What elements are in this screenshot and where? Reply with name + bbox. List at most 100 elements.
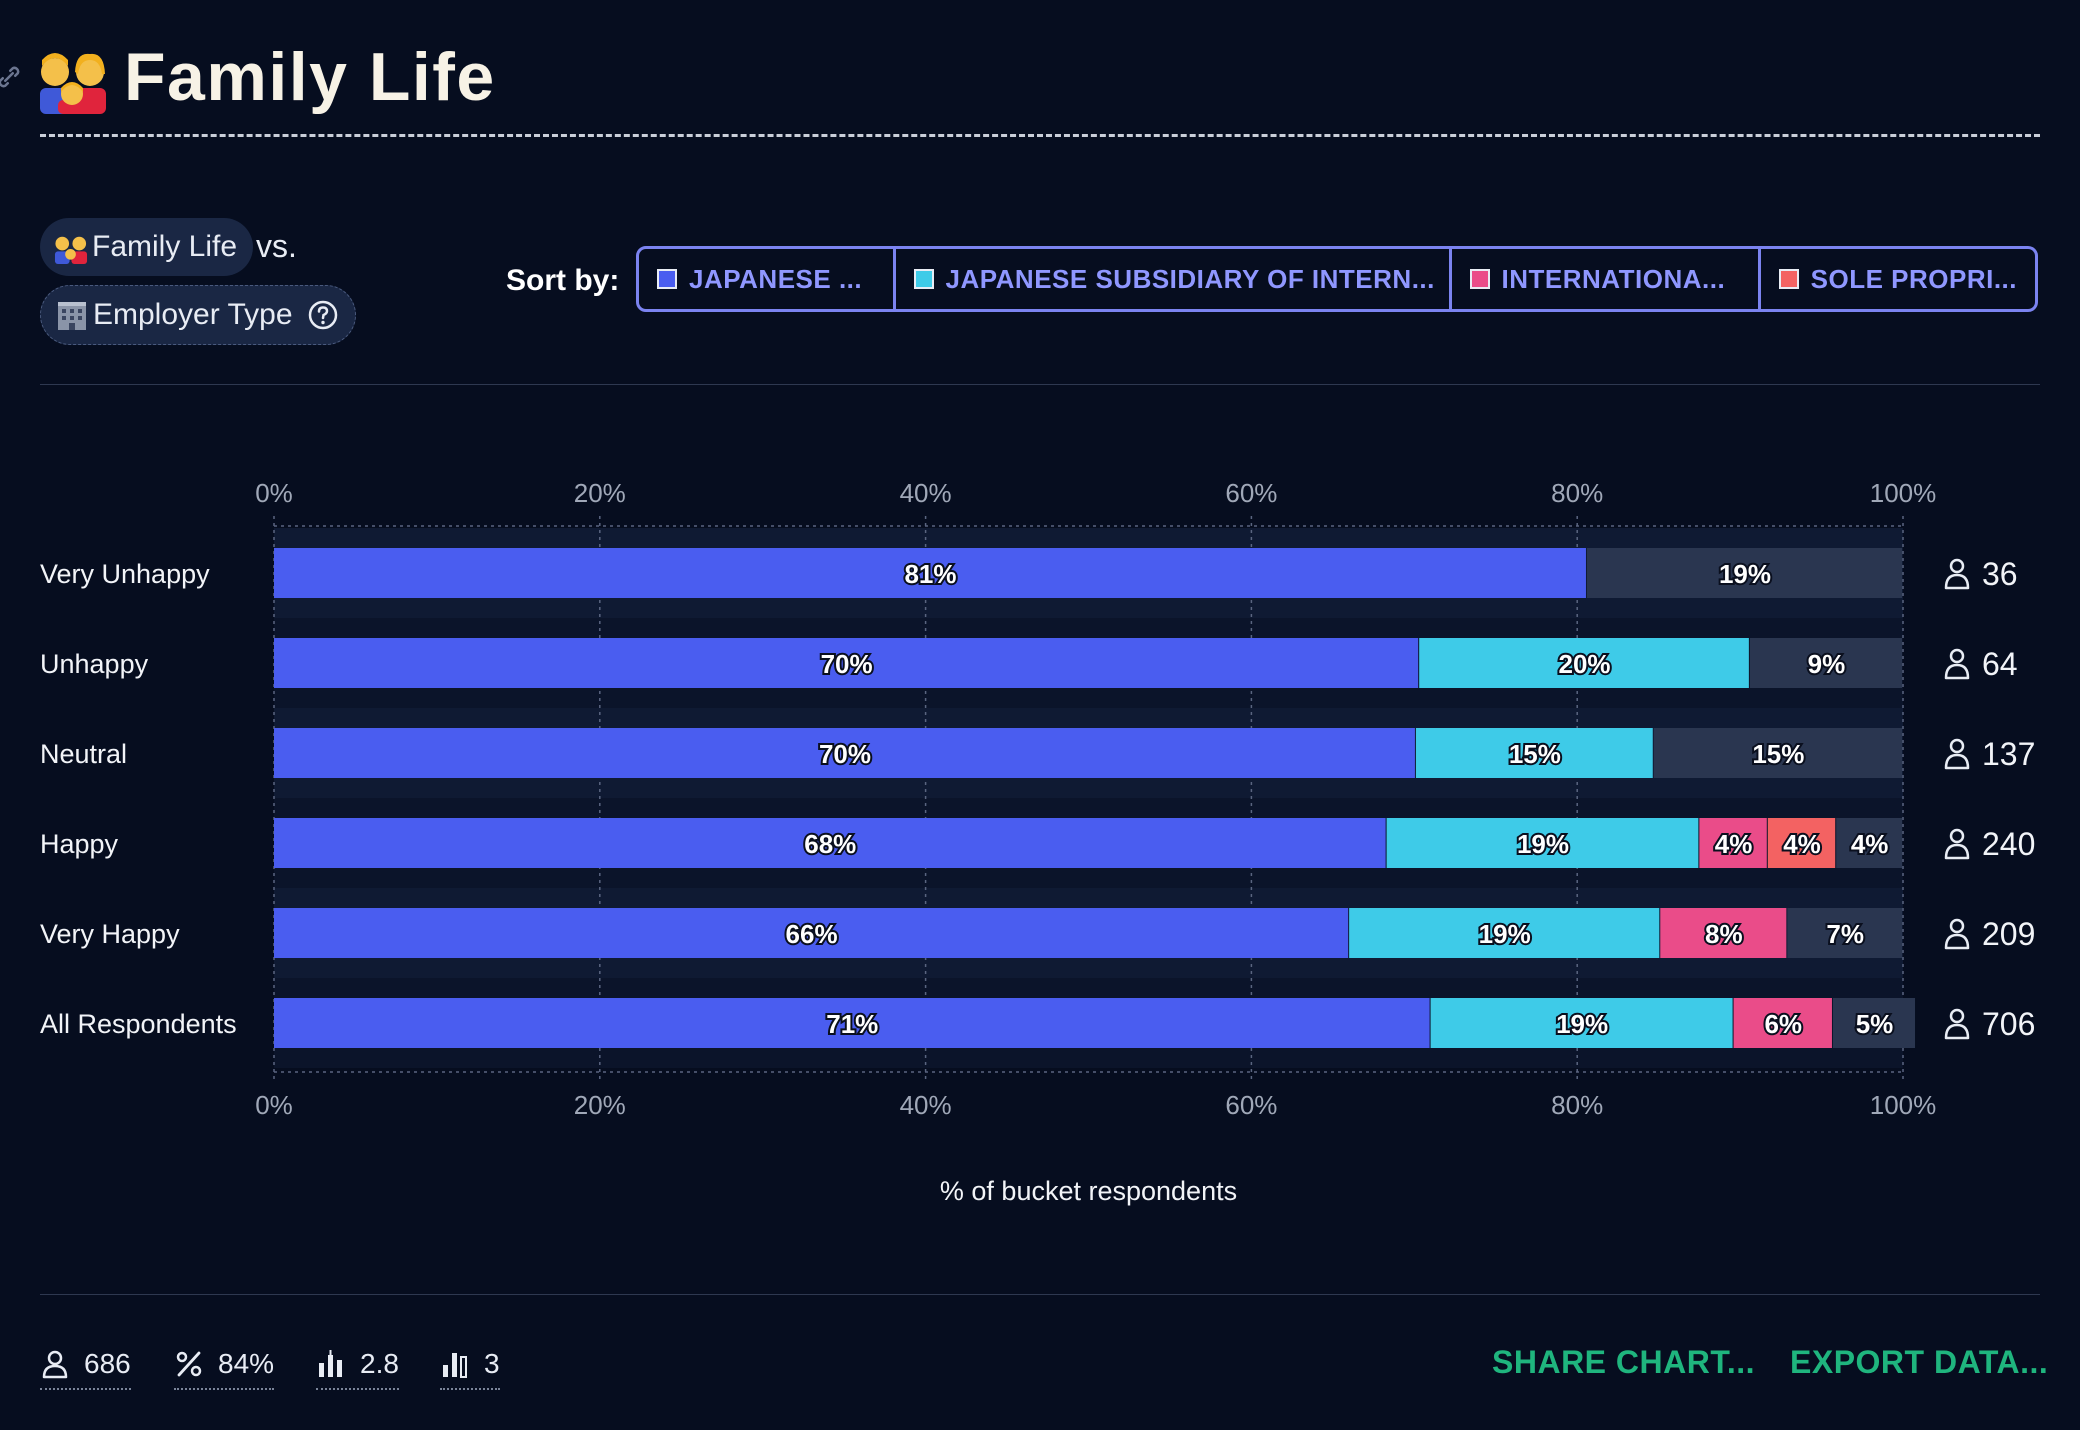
bar-segment bbox=[274, 818, 1386, 868]
percent-icon bbox=[176, 1351, 202, 1377]
sort-button-sole-proprietor[interactable]: SOLE PROPRI... bbox=[1761, 249, 2035, 309]
mode-stat[interactable]: 3 bbox=[440, 1344, 500, 1390]
bar-segment bbox=[1767, 818, 1836, 868]
bar-value-label: 70% bbox=[821, 649, 873, 679]
respondent-count: 706 bbox=[1982, 1006, 2035, 1042]
respondent-count: 209 bbox=[1982, 916, 2035, 952]
percent-value: 84% bbox=[218, 1348, 275, 1379]
x-tick-label-top: 60% bbox=[1225, 478, 1277, 508]
person-icon bbox=[42, 1350, 68, 1379]
percent-stat[interactable]: 84% bbox=[174, 1344, 275, 1390]
bar-segment bbox=[1586, 548, 1902, 598]
bar-segment bbox=[1733, 998, 1832, 1048]
person-icon bbox=[1944, 1023, 1970, 1040]
bar-segment bbox=[1699, 818, 1767, 868]
bar-segment bbox=[274, 908, 1349, 958]
export-data-button[interactable]: EXPORT DATA... bbox=[1790, 1344, 2049, 1380]
bar-segment bbox=[1749, 638, 1902, 688]
bar-value-label: 15% bbox=[1752, 739, 1804, 769]
respondent-count: 240 bbox=[1982, 826, 2035, 862]
x-tick-label-bottom: 20% bbox=[574, 1090, 626, 1120]
average-stat[interactable]: 2.8 bbox=[316, 1344, 399, 1390]
sort-button-japanese-subsidiary[interactable]: JAPANESE SUBSIDIARY OF INTERN... bbox=[896, 249, 1452, 309]
bar-segment bbox=[1415, 728, 1653, 778]
sort-button-label: SOLE PROPRI... bbox=[1810, 263, 2017, 294]
average-value: 2.8 bbox=[360, 1348, 399, 1379]
respondents-stat[interactable]: 686 bbox=[40, 1344, 131, 1390]
help-icon[interactable] bbox=[307, 299, 339, 331]
color-swatch bbox=[913, 269, 934, 289]
x-tick-label-bottom: 60% bbox=[1225, 1090, 1277, 1120]
bar-segment bbox=[1832, 998, 1916, 1048]
x-tick-label-top: 0% bbox=[255, 478, 293, 508]
bar-value-label: 4% bbox=[1783, 829, 1821, 859]
sort-button-label: JAPANESE SUBSIDIARY OF INTERN... bbox=[945, 263, 1435, 294]
link-icon[interactable] bbox=[0, 62, 24, 92]
sort-button-label: INTERNATIONA... bbox=[1501, 263, 1726, 294]
compare-chip[interactable]: Employer Type bbox=[40, 285, 356, 345]
sort-button-japanese[interactable]: JAPANESE ... bbox=[639, 249, 896, 309]
x-tick-label-top: 100% bbox=[1870, 478, 1937, 508]
person-icon bbox=[1944, 573, 1970, 590]
x-tick-label-top: 80% bbox=[1551, 478, 1603, 508]
bar-value-label: 4% bbox=[1851, 829, 1889, 859]
page-title: Family Life bbox=[124, 39, 496, 115]
bar-segment bbox=[1653, 728, 1902, 778]
person-icon bbox=[1949, 918, 1965, 934]
bar-value-label: 70% bbox=[819, 739, 871, 769]
stacked-bar-chart: 0% 0% 20% 20% 40% 40% 60% 60% 80% 80% 100% 100% Very… bbox=[40, 478, 2035, 1206]
bar-segment bbox=[1430, 998, 1733, 1048]
respondent-count: 64 bbox=[1982, 646, 2018, 682]
category-label: Neutral bbox=[40, 739, 127, 769]
question-chip[interactable]: Family Life bbox=[40, 218, 254, 276]
vs-label: vs. bbox=[256, 228, 297, 264]
person-icon bbox=[1949, 1008, 1965, 1024]
category-label: All Respondents bbox=[40, 1009, 237, 1039]
mode-value: 3 bbox=[484, 1348, 500, 1379]
x-tick-label-bottom: 40% bbox=[900, 1090, 952, 1120]
bar-chart-average-icon bbox=[319, 1350, 342, 1377]
bar-segment bbox=[274, 998, 1430, 1048]
category-label: Unhappy bbox=[40, 649, 149, 679]
bar-segment bbox=[274, 638, 1419, 688]
x-tick-label-bottom: 100% bbox=[1870, 1090, 1937, 1120]
respondents-value: 686 bbox=[84, 1348, 131, 1379]
sort-button-label: JAPANESE ... bbox=[689, 263, 863, 294]
person-icon bbox=[1949, 648, 1965, 664]
bar-segment bbox=[1787, 908, 1902, 958]
controls-divider bbox=[40, 384, 2040, 385]
bar-value-label: 68% bbox=[804, 829, 856, 859]
family-emoji-icon bbox=[40, 53, 106, 114]
bar-chart-mode-icon bbox=[443, 1353, 467, 1378]
bar-value-label: 19% bbox=[1517, 829, 1569, 859]
bar-segment bbox=[1419, 638, 1749, 688]
person-icon bbox=[1949, 828, 1965, 844]
color-swatch bbox=[1778, 269, 1799, 289]
bar-segment bbox=[1836, 818, 1902, 868]
sort-button-international[interactable]: INTERNATIONA... bbox=[1452, 249, 1761, 309]
bar-segment bbox=[274, 548, 1586, 598]
category-label: Very Unhappy bbox=[40, 559, 210, 589]
bar-segment bbox=[1349, 908, 1660, 958]
color-swatch bbox=[1469, 269, 1490, 289]
bar-value-label: 20% bbox=[1559, 649, 1611, 679]
footer-divider bbox=[40, 1294, 2040, 1295]
share-chart-button[interactable]: SHARE CHART... bbox=[1492, 1344, 1756, 1380]
person-icon bbox=[1949, 738, 1965, 754]
compare-chip-label: Employer Type bbox=[93, 298, 293, 331]
bar-segment bbox=[1660, 908, 1787, 958]
bar-value-label: 71% bbox=[826, 1009, 878, 1039]
title-divider bbox=[40, 134, 2040, 137]
x-tick-label-top: 40% bbox=[900, 478, 952, 508]
person-icon bbox=[1944, 753, 1970, 770]
person-icon bbox=[1944, 663, 1970, 680]
bar-value-label: 81% bbox=[904, 559, 956, 589]
bar-value-label: 15% bbox=[1509, 739, 1561, 769]
bar-value-label: 19% bbox=[1719, 559, 1771, 589]
color-swatch bbox=[657, 269, 677, 289]
x-tick-label-top: 20% bbox=[574, 478, 626, 508]
person-icon bbox=[1949, 558, 1965, 574]
person-icon bbox=[1944, 843, 1970, 860]
question-chip-label: Family Life bbox=[92, 230, 238, 263]
respondent-count: 36 bbox=[1982, 556, 2018, 592]
